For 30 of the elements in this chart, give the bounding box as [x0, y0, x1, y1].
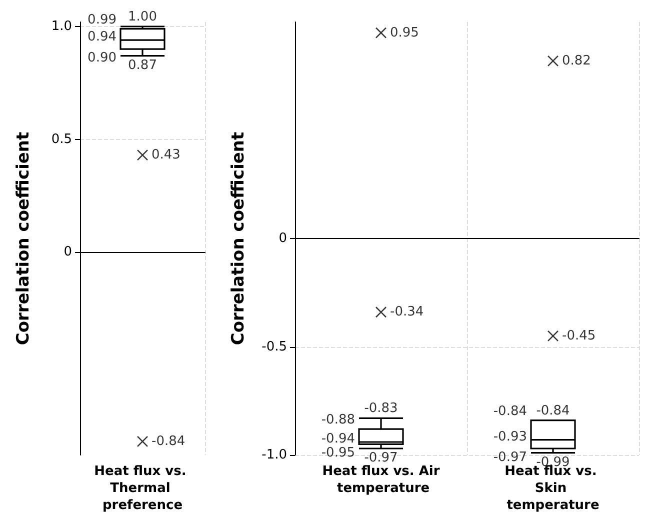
annotation: 0.90	[88, 50, 116, 66]
annotation: 1.00	[128, 10, 157, 25]
annotation: -0.95	[321, 446, 355, 461]
x-tick-label: Heat flux vs. Air temperature	[322, 464, 440, 496]
annotation: -0.84	[152, 434, 186, 449]
annotation: 0.94	[88, 30, 116, 45]
y-axis-title: Correlation coefficient	[228, 132, 248, 346]
y-axis-title: Correlation coefficient	[14, 132, 34, 346]
y-tick-label: -0.5	[262, 339, 287, 354]
annotation: -0.94	[321, 432, 355, 447]
annotation: -0.88	[321, 412, 355, 428]
y-tick-label: 0	[278, 231, 287, 246]
y-tick-label: 0.5	[51, 132, 72, 147]
annotation: -0.45	[562, 328, 596, 344]
annotation: -0.34	[390, 304, 424, 320]
annotation: 0.95	[390, 25, 419, 40]
annotation: 0.43	[152, 148, 180, 163]
y-tick-label: -1.0	[262, 448, 287, 462]
y-tick-label: 0	[64, 244, 72, 260]
annotation: 0.82	[562, 53, 591, 68]
annotation: 0.87	[128, 58, 157, 73]
annotation: -0.84	[493, 404, 527, 419]
x-tick-label: Heat flux vs. Thermal preference	[94, 464, 191, 513]
annotation: -0.83	[364, 401, 398, 416]
annotation: -0.97	[493, 450, 527, 466]
annotation: 0.99	[88, 12, 116, 28]
y-tick-label: 1.0	[51, 19, 72, 34]
annotation: -0.97	[364, 450, 398, 466]
annotation: -0.93	[493, 429, 527, 444]
annotation: -0.84	[536, 403, 570, 418]
